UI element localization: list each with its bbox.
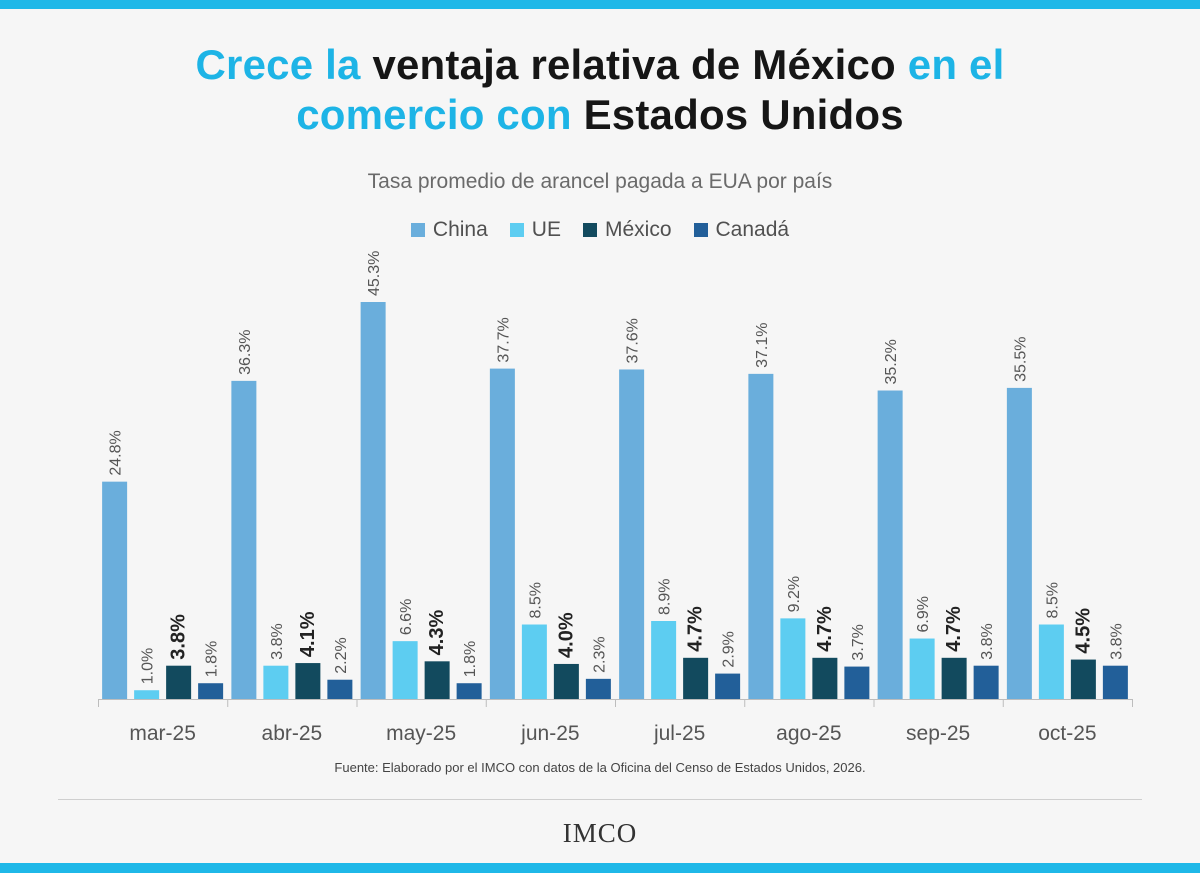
bar-china-mar-25 [102,481,128,699]
bar-china-may-25 [360,302,386,699]
footer-divider [58,799,1142,800]
data-label-china-jul-25: 37.6% [625,318,642,363]
legend-item-ue: UE [509,218,561,242]
legend-label-mexico: México [604,218,672,241]
x-tick-label-may-25: may-25 [386,722,456,745]
bar-mexico-oct-25 [1070,659,1096,699]
x-tick-label-mar-25: mar-25 [129,722,196,745]
bar-canada-sep-25 [973,665,999,699]
legend-swatch-china [410,223,425,237]
bar-ue-oct-25 [1038,624,1064,699]
title-part-2: ventaja relativa de México [372,41,896,88]
bar-china-sep-25 [877,390,903,699]
data-label-canada-abr-25: 2.2% [333,637,350,673]
bar-canada-jul-25 [715,673,741,699]
bar-ue-ago-25 [780,618,806,699]
data-label-mexico-abr-25: 4.1% [297,611,319,657]
data-label-ue-abr-25: 3.8% [269,623,286,659]
data-label-mexico-jul-25: 4.7% [685,606,707,652]
data-label-china-may-25: 45.3% [366,251,383,296]
bar-mexico-jul-25 [683,657,709,699]
bar-canada-mar-25 [198,683,224,699]
title-part-1: Crece la [195,41,373,88]
data-label-mexico-mar-25: 3.8% [168,614,190,660]
page-title: Crece la ventaja relativa de México en e… [0,40,1200,140]
data-label-mexico-ago-25: 4.7% [814,606,836,652]
legend-swatch-canada [693,223,708,237]
data-label-mexico-sep-25: 4.7% [943,606,965,652]
legend-label-canada: Canadá [715,218,790,241]
bar-ue-jul-25 [651,621,677,699]
data-label-canada-oct-25: 3.8% [1108,623,1125,659]
x-tick-label-abr-25: abr-25 [262,722,323,745]
data-label-china-sep-25: 35.2% [883,339,900,384]
data-label-mexico-may-25: 4.3% [426,610,448,656]
bar-mexico-abr-25 [295,663,321,699]
data-label-ue-sep-25: 6.9% [915,596,932,632]
title-part-5: Estados Unidos [583,91,904,138]
data-label-ue-jul-25: 8.9% [657,579,674,615]
data-label-canada-sep-25: 3.8% [979,623,996,659]
data-label-mexico-jun-25: 4.0% [555,612,577,658]
data-label-china-mar-25: 24.8% [108,430,125,475]
chart-legend: China UE México Canadá [0,218,1200,242]
source-note: Fuente: Elaborado por el IMCO con datos … [334,760,866,775]
data-label-canada-ago-25: 3.7% [850,624,867,660]
data-label-canada-jun-25: 2.3% [591,636,608,672]
bar-mexico-jun-25 [553,663,579,699]
x-tick-label-oct-25: oct-25 [1038,722,1096,745]
data-label-china-oct-25: 35.5% [1012,337,1029,382]
bottom-accent-bar [0,863,1200,873]
top-accent-bar [0,0,1200,9]
data-label-china-jun-25: 37.7% [495,317,512,362]
title-part-4: comercio con [296,91,584,138]
bar-china-oct-25 [1006,387,1032,699]
legend-item-canada: Canadá [693,218,790,242]
bar-ue-may-25 [392,641,418,699]
data-label-china-abr-25: 36.3% [237,329,254,374]
bar-canada-may-25 [456,683,482,699]
bar-china-abr-25 [231,380,257,699]
title-part-3: en el [895,41,1005,88]
bar-china-jun-25 [489,368,515,699]
legend-item-mexico: México [582,218,672,242]
bar-mexico-mar-25 [166,665,192,699]
bar-canada-abr-25 [327,679,353,699]
data-label-canada-mar-25: 1.8% [204,641,221,677]
bar-mexico-may-25 [424,661,450,699]
bar-mexico-sep-25 [941,657,967,699]
bar-mexico-ago-25 [812,657,838,699]
bar-ue-abr-25 [263,665,289,699]
x-tick-label-jul-25: jul-25 [653,722,705,745]
legend-item-china: China [410,218,488,242]
data-label-ue-oct-25: 8.5% [1044,582,1061,618]
x-tick-label-jun-25: jun-25 [520,722,579,745]
data-label-canada-may-25: 1.8% [462,641,479,677]
imco-logo: IMCO [562,818,638,848]
data-label-ue-mar-25: 1.0% [140,648,157,684]
bar-ue-jun-25 [521,624,547,699]
bar-canada-ago-25 [844,666,870,699]
bar-china-jul-25 [619,369,645,699]
bar-canada-oct-25 [1102,665,1128,699]
bar-ue-mar-25 [134,690,160,699]
legend-label-china: China [432,218,488,241]
legend-swatch-ue [509,223,524,237]
data-label-china-ago-25: 37.1% [754,322,771,367]
bar-ue-sep-25 [909,638,935,699]
data-label-canada-jul-25: 2.9% [721,631,738,667]
data-label-ue-jun-25: 8.5% [527,582,544,618]
data-label-mexico-oct-25: 4.5% [1072,608,1094,654]
data-label-ue-ago-25: 9.2% [786,576,803,612]
data-label-ue-may-25: 6.6% [398,599,415,635]
legend-label-ue: UE [531,218,561,241]
bar-china-ago-25 [748,373,774,699]
x-tick-label-ago-25: ago-25 [776,722,841,745]
legend-swatch-mexico [582,223,597,237]
chart-title: Tasa promedio de arancel pagada a EUA po… [367,170,833,193]
x-tick-label-sep-25: sep-25 [906,722,970,745]
bar-canada-jun-25 [585,678,611,699]
